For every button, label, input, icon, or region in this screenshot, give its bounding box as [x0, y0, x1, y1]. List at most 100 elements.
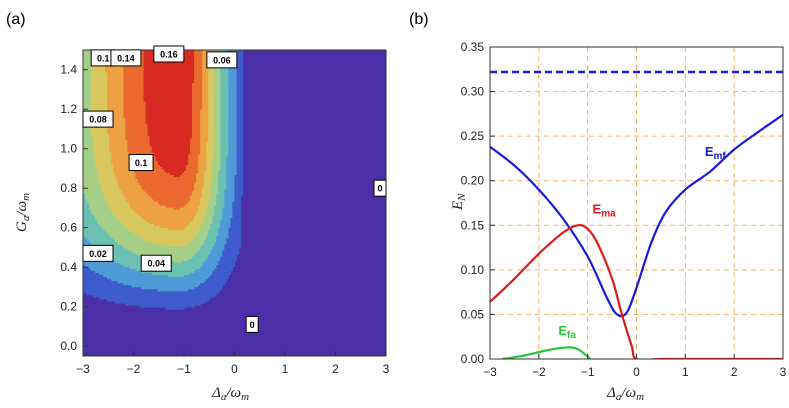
contour-cell	[147, 90, 151, 94]
contour-cell	[109, 109, 112, 112]
contour-cell	[137, 176, 141, 180]
contour-cell	[117, 147, 120, 151]
contour-cell	[153, 211, 157, 214]
contour-cell	[99, 156, 102, 159]
contour-cell	[157, 92, 161, 96]
contour-cell	[155, 188, 159, 192]
contour-cell	[129, 258, 133, 261]
contour-cell	[129, 72, 133, 76]
contour-cell	[149, 247, 153, 251]
contour-cell	[123, 239, 127, 243]
contour-cell	[157, 86, 161, 90]
contour-cell	[131, 229, 135, 233]
contour-cell	[117, 72, 120, 76]
contour-cell	[141, 74, 145, 78]
contour-cell	[113, 149, 116, 153]
contour-cell	[101, 288, 104, 292]
contour-cell	[119, 117, 122, 120]
contour-cell	[97, 237, 100, 241]
contour-cell	[101, 78, 104, 82]
contour-cell	[109, 94, 112, 98]
contour-cell	[105, 270, 108, 273]
contour-cell	[159, 231, 163, 235]
contour-cell	[103, 84, 106, 88]
contour-cell	[121, 82, 124, 86]
contour-cell	[89, 127, 92, 131]
contour-cell	[161, 129, 165, 133]
contour-cell	[93, 103, 96, 106]
contour-cell	[141, 298, 145, 302]
contour-cell	[93, 127, 96, 131]
contour-cell	[135, 203, 139, 206]
contour-cell	[157, 135, 161, 139]
contour-cell	[149, 300, 153, 304]
contour-cell	[85, 286, 88, 290]
contour-cell	[161, 70, 165, 74]
contour-cell	[113, 205, 116, 208]
contour-cell	[101, 94, 104, 98]
contour-cell	[95, 264, 98, 267]
contour-cell	[119, 190, 122, 194]
contour-cell	[97, 270, 100, 273]
contour-cell	[93, 143, 96, 147]
contour-cell	[139, 149, 143, 153]
contour-cell	[159, 227, 163, 231]
contour-cell	[111, 127, 114, 131]
contour-cell	[137, 209, 141, 212]
contour-cell	[147, 278, 151, 282]
contour-cell	[97, 221, 100, 224]
contour-cell	[139, 188, 143, 192]
contour-cell	[119, 274, 122, 278]
contour-cell	[135, 170, 139, 173]
contour-cell	[119, 211, 122, 214]
contour-cell	[135, 256, 139, 259]
contour-cell	[93, 162, 96, 165]
contour-cell	[103, 152, 106, 155]
contour-cell	[103, 296, 106, 300]
contour-cell	[147, 76, 151, 80]
contour-cell	[95, 160, 98, 163]
contour-cell	[153, 243, 157, 247]
contour-cell	[149, 54, 153, 57]
contour-cell	[87, 280, 90, 284]
contour-cell	[143, 245, 147, 249]
contour-cell	[97, 66, 100, 69]
contour-cell	[141, 111, 145, 114]
contour-cell	[115, 225, 118, 229]
contour-cell	[89, 209, 92, 212]
contour-cell	[143, 225, 147, 229]
contour-cell	[113, 86, 116, 90]
contour-cell	[111, 156, 114, 159]
contour-cell	[159, 152, 163, 155]
contour-cell	[87, 90, 90, 94]
contour-cell	[129, 198, 133, 202]
contour-cell	[87, 225, 90, 229]
contour-cell	[91, 221, 94, 224]
contour-cell	[135, 121, 139, 125]
contour-cell	[119, 119, 122, 122]
contour-cell	[127, 188, 131, 192]
contour-cell	[117, 272, 120, 275]
contour-cell	[159, 207, 163, 210]
contour-cell	[121, 115, 124, 118]
contour-cell	[83, 276, 86, 280]
contour-cell	[119, 147, 122, 151]
contour-cell	[115, 249, 118, 253]
contour-cell	[145, 237, 149, 241]
contour-cell	[109, 262, 112, 265]
contour-cell	[121, 292, 124, 296]
contour-cell	[143, 180, 147, 184]
contour-cell	[117, 268, 120, 271]
contour-cell	[157, 64, 161, 67]
contour-cell	[135, 264, 139, 267]
contour-cell	[149, 50, 153, 53]
contour-cell	[155, 245, 159, 249]
contour-cell	[83, 286, 86, 290]
contour-cell	[101, 241, 104, 245]
contour-cell	[103, 217, 106, 220]
contour-cell	[133, 182, 137, 186]
contour-cell	[111, 207, 114, 210]
contour-cell	[113, 158, 116, 161]
contour-cell	[119, 123, 122, 127]
contour-cell	[101, 229, 104, 233]
